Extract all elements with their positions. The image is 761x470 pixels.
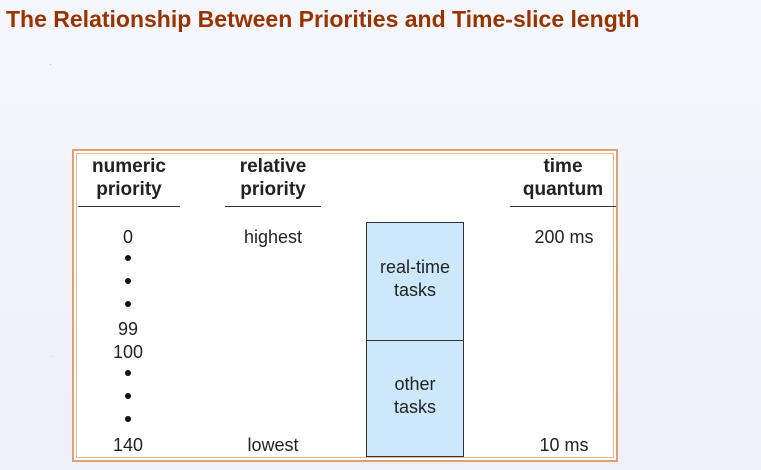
header-numeric-line-1: numeric [92, 156, 166, 177]
real-time-tasks-label: real-time tasks [367, 256, 463, 302]
ellipsis-dot [125, 301, 131, 307]
table-inner-border [76, 153, 614, 458]
header-rule-relative [225, 206, 321, 207]
numeric-value-100: 100 [112, 342, 144, 362]
other-tasks-box: other tasks [366, 340, 464, 457]
other-line-1: other [394, 374, 436, 394]
priority-table: numeric priority relative priority time … [72, 149, 618, 462]
header-relative-line-2: priority [240, 179, 306, 200]
header-time-quantum: time quantum [512, 155, 614, 201]
real-time-tasks-box: real-time tasks [366, 222, 464, 341]
slide-title: The Relationship Between Priorities and … [6, 6, 640, 32]
real-time-line-2: tasks [393, 280, 436, 300]
quantum-max: 200 ms [534, 227, 594, 247]
header-numeric-line-2: priority [96, 179, 162, 200]
header-relative-priority: relative priority [224, 155, 322, 201]
quantum-min: 10 ms [539, 435, 589, 455]
numeric-value-0: 0 [122, 227, 133, 247]
other-tasks-label: other tasks [367, 373, 463, 419]
header-quantum-line-2: quantum [522, 179, 604, 200]
header-rule-quantum [510, 206, 616, 207]
ellipsis-dot [125, 370, 131, 376]
ellipsis-dot [125, 278, 131, 284]
ellipsis-dot [125, 393, 131, 399]
header-rule-numeric [78, 206, 180, 207]
relative-lowest: lowest [247, 435, 299, 455]
header-relative-line-1: relative [239, 156, 307, 177]
header-numeric-priority: numeric priority [78, 155, 180, 201]
ellipsis-dot [125, 255, 131, 261]
other-line-2: tasks [393, 397, 436, 417]
speck-mark [52, 356, 53, 357]
real-time-line-1: real-time [379, 257, 450, 277]
ellipsis-dot [125, 416, 131, 422]
relative-highest: highest [243, 227, 303, 247]
header-quantum-line-1: time [543, 156, 583, 177]
speck-mark [50, 64, 51, 65]
numeric-value-99: 99 [117, 319, 139, 339]
numeric-value-140: 140 [112, 435, 144, 455]
